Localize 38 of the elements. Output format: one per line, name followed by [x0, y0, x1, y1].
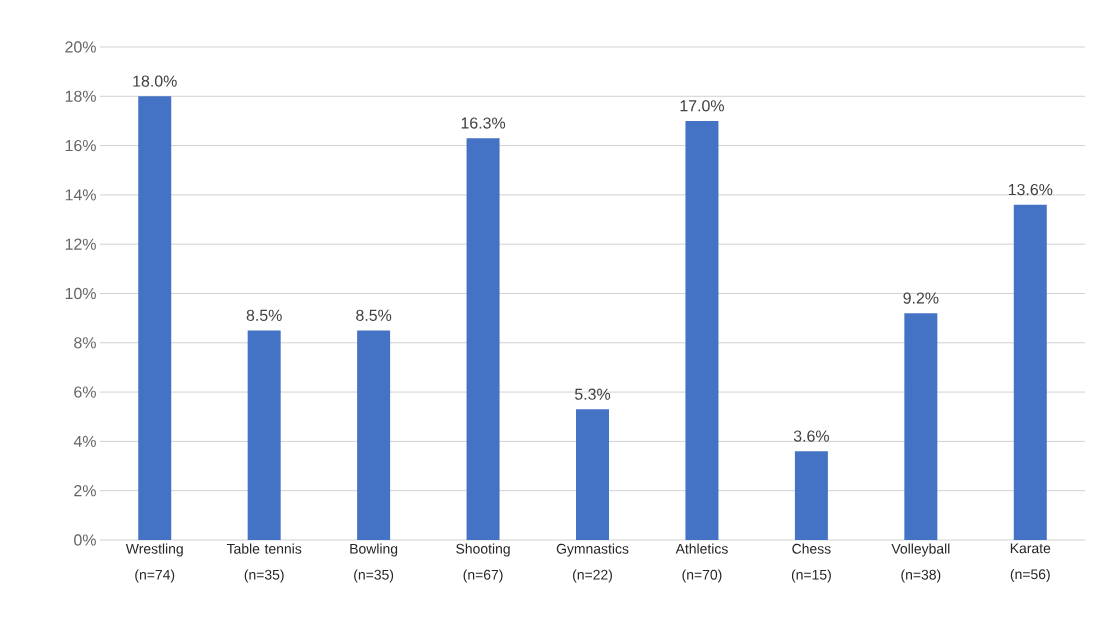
- y-tick-label: 20%: [65, 41, 96, 53]
- bar: [466, 138, 500, 540]
- y-tick-label: 18%: [65, 90, 96, 102]
- bar: [247, 330, 281, 540]
- data-label: 16.3%: [461, 117, 506, 129]
- x-tick-label: Shooting (n=67): [456, 543, 510, 583]
- data-label: 5.3%: [574, 388, 611, 400]
- bar: [904, 313, 938, 540]
- y-tick-label: 10%: [65, 287, 96, 300]
- y-tick-label: 0%: [74, 534, 96, 546]
- data-label: 3.6%: [793, 430, 829, 442]
- data-label: 9.2%: [903, 292, 939, 304]
- data-label: 8.5%: [356, 309, 392, 321]
- x-tick-label: Bowling (n=35): [350, 543, 398, 583]
- bar: [1013, 204, 1047, 540]
- x-tick-label: Chess (n=15): [791, 543, 831, 583]
- data-label: 18.0%: [133, 75, 177, 87]
- y-tick-label: 8%: [74, 337, 96, 349]
- x-tick-label: Volleyball (n=38): [891, 543, 950, 583]
- y-tick-label: 16%: [65, 139, 96, 152]
- y-tick-label: 6%: [74, 386, 96, 398]
- x-tick-label: Wrestling (n=74): [125, 543, 183, 583]
- x-tick-label: Gymnastics (n=22): [556, 543, 629, 583]
- y-tick-label: 12%: [65, 238, 96, 250]
- y-tick-label: 2%: [74, 485, 96, 497]
- x-tick-label: Karate (n=56): [1010, 543, 1051, 582]
- y-tick-label: 4%: [73, 435, 96, 447]
- x-tick-label: Table tennis (n=35): [226, 543, 302, 583]
- data-label: 17.0%: [680, 100, 724, 112]
- bar: [357, 330, 391, 540]
- bar: [576, 409, 610, 540]
- bar: [794, 451, 828, 540]
- data-label: 13.6%: [1008, 183, 1053, 196]
- bar: [685, 120, 719, 540]
- x-tick-label: Athletics (n=70): [675, 543, 728, 583]
- data-label: 8.5%: [246, 309, 282, 321]
- y-tick-label: 14%: [65, 189, 96, 201]
- bar: [138, 96, 172, 540]
